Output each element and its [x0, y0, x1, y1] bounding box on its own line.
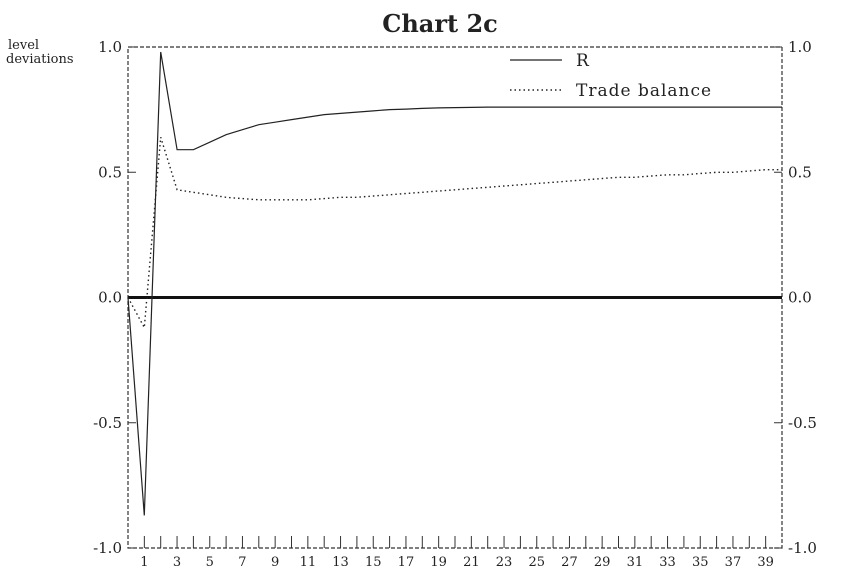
x-tick-label: 37 [725, 555, 742, 570]
legend-label-trade-balance: Trade balance [576, 81, 712, 101]
x-tick-label: 11 [300, 555, 317, 570]
series-layer [127, 51, 782, 516]
x-tick-label: 29 [594, 555, 611, 570]
x-tick-label: 39 [757, 555, 774, 570]
x-axis-ticks: 1 3 5 7 9 11 13 15 17 19 21 23 25 27 29 31 33 35 37 39 [140, 536, 774, 570]
y-tick-label-right: -1.0 [788, 539, 817, 557]
x-tick-label: 15 [365, 555, 382, 570]
y-tick-label-right: 0.5 [788, 163, 812, 181]
x-tick-label: 27 [561, 555, 578, 570]
x-tick-label: 31 [627, 555, 644, 570]
x-tick-label: 23 [496, 555, 513, 570]
y-tick-label-left: -0.5 [93, 414, 122, 432]
legend-label-r: R [576, 51, 590, 71]
y-tick-label-left: 1.0 [98, 38, 122, 56]
series-line-trade-balance [127, 136, 782, 330]
x-tick-label: 7 [238, 555, 246, 570]
legend: R Trade balance [510, 51, 712, 101]
x-tick-label: 5 [206, 555, 214, 570]
x-tick-label: 3 [173, 555, 181, 570]
y-axis-label-line-1: level [8, 38, 39, 53]
x-tick-label: 13 [332, 555, 349, 570]
x-tick-label: 17 [398, 555, 415, 570]
x-tick-label: 33 [659, 555, 676, 570]
x-tick-label: 1 [140, 555, 148, 570]
y-axis-label-line-2: deviations [6, 52, 74, 67]
y-tick-label-right: 0.0 [788, 289, 812, 307]
y-tick-label-left: 0.0 [98, 289, 122, 307]
chart-title: Chart 2c [382, 9, 498, 38]
y-tick-label-left: 0.5 [98, 163, 122, 181]
x-tick-label: 25 [528, 555, 545, 570]
series-line-r [127, 51, 782, 516]
x-tick-label: 9 [271, 555, 279, 570]
x-tick-label: 19 [430, 555, 447, 570]
y-tick-label-left: -1.0 [93, 539, 122, 557]
y-tick-label-right: -0.5 [788, 414, 817, 432]
y-tick-label-right: 1.0 [788, 38, 812, 56]
y-axis-ticks: 1.0 1.0 0.5 0.5 0.0 0.0 -0.5 -0.5 -1.0 -1.0 [93, 38, 817, 557]
x-tick-label: 35 [692, 555, 709, 570]
x-tick-label: 21 [463, 555, 480, 570]
